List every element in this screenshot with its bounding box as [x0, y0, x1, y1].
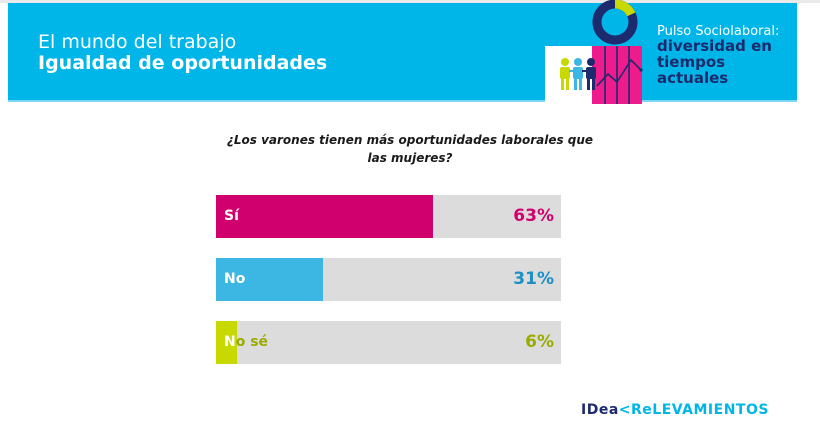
pulso-illustration-icon: [545, 0, 643, 104]
logo-idea: IDea: [581, 402, 619, 418]
header-underline: [8, 100, 797, 102]
badge-label: Pulso Sociolaboral:: [657, 24, 780, 39]
bar-track: Sí 63%: [216, 195, 561, 238]
trend-line: [596, 58, 642, 87]
top-divider: [0, 0, 820, 3]
people-icon: [560, 58, 596, 90]
badge-title: diversidad en tiempos actuales: [657, 37, 772, 87]
page-title: Igualdad de oportunidades: [38, 52, 328, 74]
bar-2: [216, 321, 237, 364]
bar-value-label: 63%: [513, 206, 554, 226]
bar-0: [216, 195, 433, 238]
logo-relevamientos: ReLEVAMIENTOS: [631, 402, 769, 418]
bar-value-label: 31%: [513, 269, 554, 289]
bar-1: [216, 258, 323, 301]
header-banner: [8, 3, 797, 100]
chart-title: ¿Los varones tienen más oportunidades la…: [226, 133, 594, 165]
logo-chevron-icon: <: [618, 402, 632, 418]
donut-icon: [592, 0, 638, 45]
bar-label: Sí: [224, 208, 239, 224]
bar-value-label: 6%: [525, 332, 554, 352]
bar-label: No: [224, 271, 246, 287]
bar-track: No sé 6%: [216, 321, 561, 364]
idea-relevamientos-logo: IDea<ReLEVAMIENTOS: [581, 402, 769, 418]
section-subtitle: El mundo del trabajo: [38, 31, 237, 53]
bar-label: No sé: [224, 334, 269, 350]
bar-track: No 31%: [216, 258, 561, 301]
